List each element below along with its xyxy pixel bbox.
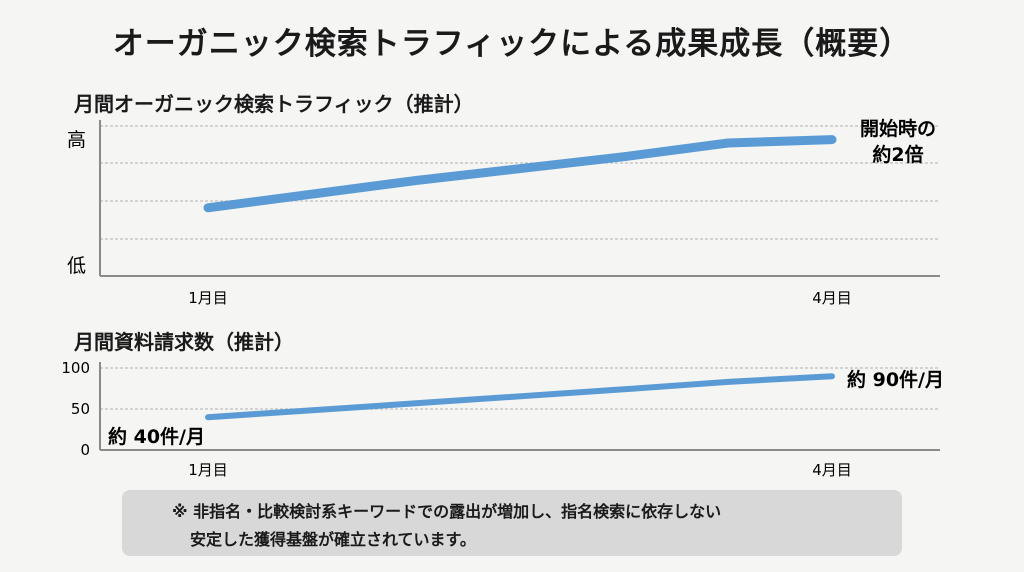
note-box: ※ 非指名・比較検討系キーワードでの露出が増加し、指名検索に依存しない 安定した… xyxy=(122,490,902,556)
inquiries-y-tick-label-0: 100 xyxy=(61,359,90,377)
traffic-series-line xyxy=(203,135,837,213)
inquiries-start-label: 約 40件/月 xyxy=(108,425,205,448)
inquiries-y-tick-label-1: 50 xyxy=(71,400,90,418)
inquiries-chart: 100 50 0 1月目 4月目 約 40件/月 約 90件/月 xyxy=(61,359,944,479)
inquiries-chart-title: 月間資料請求数（推計） xyxy=(74,330,294,354)
note-line-1: ※ 非指名・比較検討系キーワードでの露出が増加し、指名検索に依存しない xyxy=(172,502,722,521)
traffic-x-tick-label-1: 4月目 xyxy=(812,289,852,307)
inquiries-end-label: 約 90件/月 xyxy=(847,368,944,391)
inquiries-x-tick-label-1: 4月目 xyxy=(812,461,852,479)
traffic-y-label-low: 低 xyxy=(67,255,86,277)
traffic-chart-title: 月間オーガニック検索トラフィック（推計） xyxy=(74,92,474,116)
note-line-2: 安定した獲得基盤が確立されています。 xyxy=(190,530,476,549)
traffic-x-tick-label-0: 1月目 xyxy=(188,289,228,307)
inquiries-y-tick-label-2: 0 xyxy=(80,441,90,459)
page-title: オーガニック検索トラフィックによる成果成長（概要） xyxy=(112,26,912,62)
traffic-annotation-line1: 開始時の xyxy=(860,117,936,140)
traffic-y-label-high: 高 xyxy=(67,129,86,151)
traffic-annotation-line2: 約2倍 xyxy=(872,143,923,166)
inquiries-series-line xyxy=(205,373,835,421)
inquiries-x-tick-label-0: 1月目 xyxy=(188,461,228,479)
